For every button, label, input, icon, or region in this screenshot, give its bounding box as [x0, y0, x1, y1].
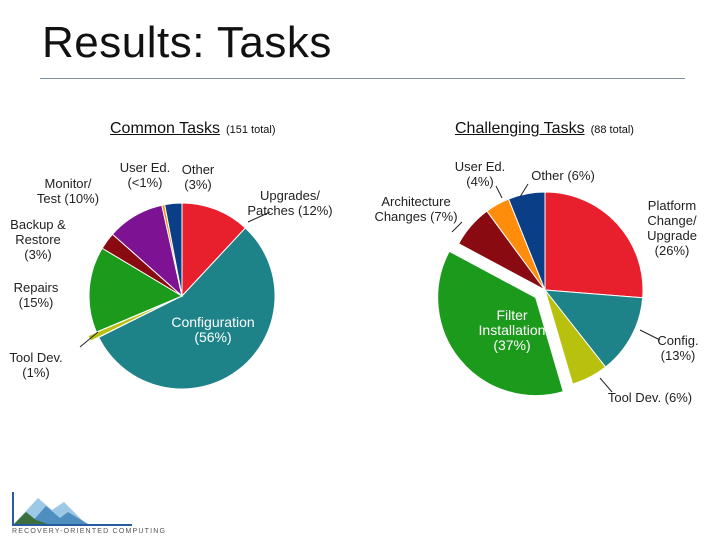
pie-slice [88, 247, 184, 333]
slice-label: User Ed. (4%) [455, 159, 506, 189]
slice-label: Architecture Changes (7%) [374, 194, 457, 224]
pie-slice [181, 202, 247, 298]
pie-slice [164, 202, 183, 297]
challenging-tasks-title: Challenging Tasks [455, 120, 585, 137]
pie-slice [98, 227, 276, 390]
slice-label-leader [79, 331, 99, 348]
slice-label: Backup & Restore (3%) [10, 217, 66, 262]
slice-label-leader [247, 211, 271, 223]
slice-label: Tool Dev. (1%) [9, 350, 62, 380]
slice-label: Filter Installation (37%) [479, 307, 546, 353]
challenging-tasks-total: (88 total) [590, 124, 634, 136]
slice-label-leader [599, 377, 613, 393]
slice-label: Repairs (15%) [14, 280, 59, 310]
common-tasks-total: (151 total) [225, 124, 276, 136]
slice-label-leader [639, 329, 661, 341]
logo-text: RECOVERY-ORIENTED COMPUTING [12, 528, 167, 535]
pie-slice [437, 250, 564, 397]
pie-slice [544, 191, 644, 299]
slice-label: User Ed. (<1%) [120, 160, 171, 190]
slice-label: Upgrades/Patches (12%) [247, 188, 332, 218]
title-divider [40, 78, 685, 79]
pie-slice [507, 191, 546, 291]
slice-label: Other (3%) [182, 162, 215, 192]
slice-label: Other (6%) [531, 168, 595, 183]
slice-label-leader [495, 185, 503, 199]
slide-title: Results: Tasks [42, 18, 332, 67]
roc-logo [12, 492, 132, 526]
pie-slice [543, 289, 644, 368]
common-tasks-title: Common Tasks [110, 120, 220, 137]
slice-label: Configuration (56%) [171, 314, 254, 345]
slice-label-leader [519, 183, 529, 198]
slice-label-leader [451, 221, 463, 233]
slice-label: Tool Dev. (6%) [608, 390, 692, 405]
slice-label: Config. (13%) [657, 333, 698, 363]
challenging-tasks-heading: Challenging Tasks (88 total) [455, 120, 634, 138]
common-tasks-heading: Common Tasks (151 total) [110, 120, 276, 138]
slice-label: Platform Change/Upgrade (26%) [647, 198, 697, 258]
pie-slice [544, 289, 607, 385]
slice-label: Monitor/Test (10%) [37, 176, 99, 206]
pie-slice [87, 299, 175, 342]
